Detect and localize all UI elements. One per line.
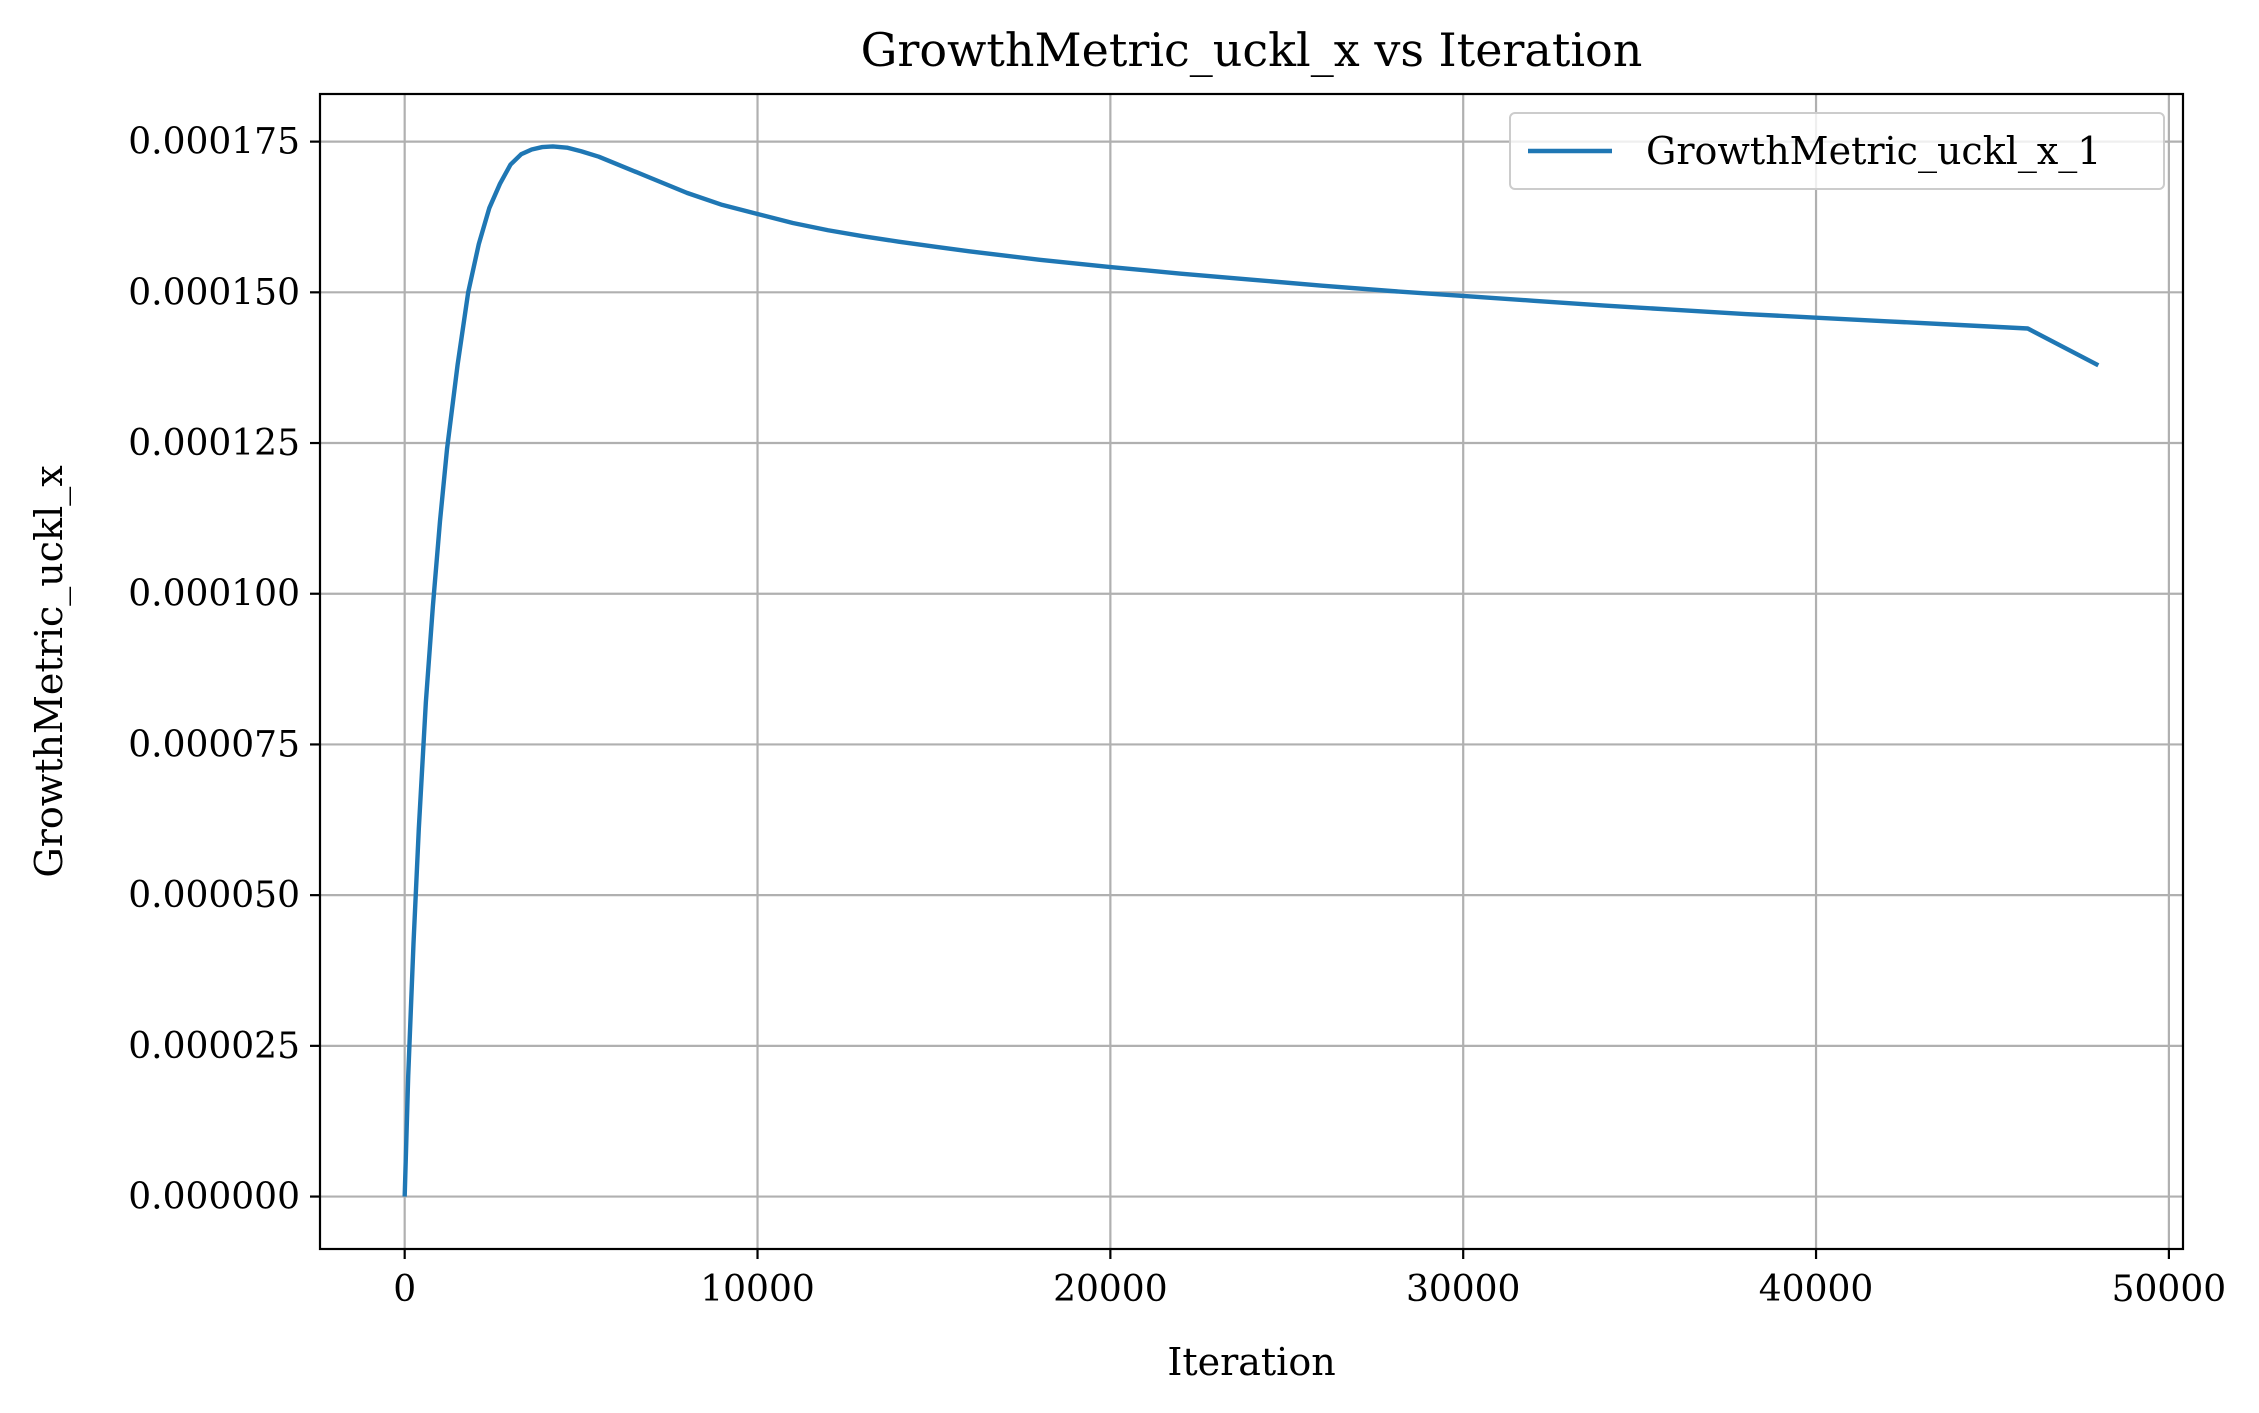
- x-tick-label: 50000: [2112, 1269, 2227, 1310]
- plot-frame: [318, 92, 2185, 1251]
- x-tick-label: 0: [393, 1269, 416, 1310]
- y-tick-label: 0.000100: [128, 574, 300, 615]
- grid: [320, 94, 2183, 1249]
- y-axis-label: GrowthMetric_uckl_x: [27, 465, 72, 877]
- legend-box: [1509, 112, 2165, 190]
- legend-label: GrowthMetric_uckl_x_1: [1646, 129, 2101, 174]
- x-tick-label: 40000: [1759, 1269, 1874, 1310]
- x-tick-label: 30000: [1406, 1269, 1521, 1310]
- series-layer: [402, 144, 2100, 1197]
- y-tick-label: 0.000175: [128, 122, 300, 163]
- x-tick-label: 20000: [1053, 1269, 1168, 1310]
- y-tick-label: 0.000150: [128, 272, 300, 313]
- y-tick-label: 0.000075: [128, 724, 300, 765]
- x-axis-label: Iteration: [1167, 1340, 1335, 1384]
- y-tick-label: 0.000125: [128, 423, 300, 464]
- chart-title: GrowthMetric_uckl_x vs Iteration: [861, 23, 1643, 77]
- y-tick-label: 0.000000: [128, 1177, 300, 1218]
- y-tick-label: 0.000025: [128, 1026, 300, 1067]
- x-tick-label: 10000: [700, 1269, 815, 1310]
- ticks: 0 10000 20000 30000 40000 50000 0.000000 0.0000…: [128, 122, 2226, 1310]
- legend: GrowthMetric_uckl_x_1: [1509, 112, 2165, 190]
- series-line: [402, 144, 2100, 1197]
- y-tick-label: 0.000050: [128, 875, 300, 916]
